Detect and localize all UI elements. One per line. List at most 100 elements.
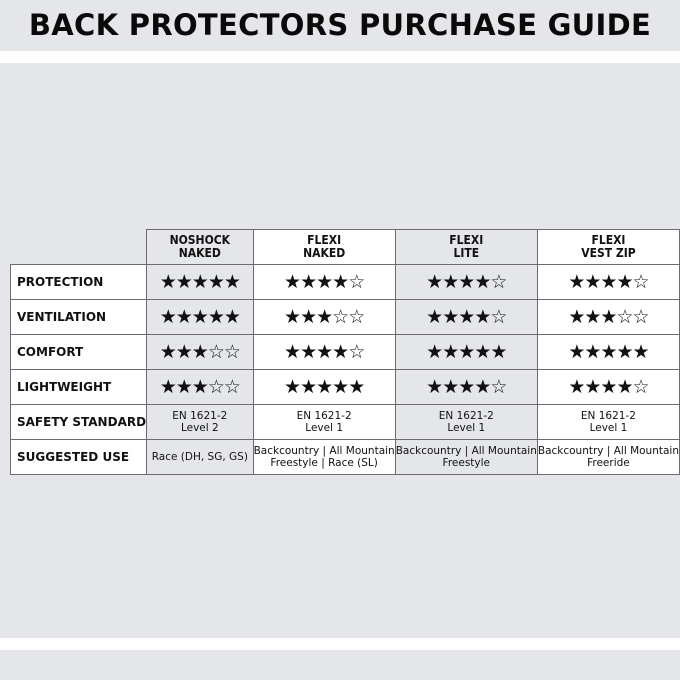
- filled-star-icon: ★: [442, 375, 459, 398]
- filled-star-icon: ★: [426, 340, 443, 363]
- empty-star-icon: ☆: [348, 270, 365, 293]
- filled-star-icon: ★: [442, 340, 459, 363]
- filled-star-icon: ★: [584, 305, 601, 328]
- use-cell: Backcountry | All Mountain Freestyle | Ra…: [252, 439, 396, 475]
- star-rating: ★★★★★: [146, 299, 254, 335]
- use-cell: Race (DH, SG, GS): [146, 439, 254, 475]
- filled-star-icon: ★: [175, 340, 193, 363]
- filled-star-icon: ★: [616, 340, 633, 363]
- filled-star-icon: ★: [584, 340, 601, 363]
- divider: [0, 51, 680, 63]
- comparison-table: NOSHOCK NAKED FLEXI NAKED FLEXI LITE FLEXI V…: [9, 229, 680, 475]
- filled-star-icon: ★: [207, 270, 225, 293]
- row-label: SUGGESTED USE: [9, 439, 148, 475]
- filled-star-icon: ★: [300, 340, 317, 363]
- table-row: SAFETY STANDARD EN 1621-2 Level 2 EN 1621…: [9, 404, 680, 440]
- star-rating: ★★★★☆: [394, 299, 538, 335]
- filled-star-icon: ★: [426, 375, 443, 398]
- star-rating: ★★★☆☆: [252, 299, 396, 335]
- empty-star-icon: ☆: [348, 305, 365, 328]
- filled-star-icon: ★: [191, 375, 209, 398]
- star-rating: ★★★★★: [146, 264, 254, 300]
- empty-star-icon: ☆: [490, 375, 507, 398]
- filled-star-icon: ★: [474, 340, 491, 363]
- corner-cell: [11, 230, 147, 265]
- column-header: NOSHOCK NAKED: [146, 229, 254, 265]
- filled-star-icon: ★: [568, 270, 585, 293]
- empty-star-icon: ☆: [632, 305, 650, 328]
- empty-star-icon: ☆: [632, 270, 650, 293]
- empty-star-icon: ☆: [332, 305, 349, 328]
- filled-star-icon: ★: [159, 305, 177, 328]
- safety-cell: EN 1621-2 Level 2: [146, 404, 254, 440]
- filled-star-icon: ★: [191, 305, 209, 328]
- empty-star-icon: ☆: [223, 340, 241, 363]
- filled-star-icon: ★: [568, 340, 585, 363]
- empty-star-icon: ☆: [207, 340, 225, 363]
- star-rating: ★★★☆☆: [146, 369, 254, 405]
- filled-star-icon: ★: [348, 375, 365, 398]
- filled-star-icon: ★: [159, 270, 177, 293]
- filled-star-icon: ★: [223, 270, 241, 293]
- filled-star-icon: ★: [600, 375, 617, 398]
- filled-star-icon: ★: [191, 340, 209, 363]
- star-rating: ★★★★☆: [536, 264, 680, 300]
- empty-star-icon: ☆: [223, 375, 241, 398]
- filled-star-icon: ★: [316, 270, 333, 293]
- star-rating: ★★★★★: [394, 334, 538, 370]
- table-row: VENTILATION ★★★★★ ★★★☆☆ ★★★★☆ ★★★☆☆: [9, 299, 680, 335]
- filled-star-icon: ★: [616, 270, 633, 293]
- star-rating: ★★★★☆: [252, 264, 396, 300]
- filled-star-icon: ★: [159, 375, 177, 398]
- empty-star-icon: ☆: [490, 270, 507, 293]
- filled-star-icon: ★: [490, 340, 507, 363]
- filled-star-icon: ★: [426, 270, 443, 293]
- use-cell: Backcountry | All Mountain Freestyle: [394, 439, 538, 475]
- filled-star-icon: ★: [284, 375, 301, 398]
- column-header: FLEXI NAKED: [252, 229, 396, 265]
- safety-cell: EN 1621-2 Level 1: [252, 404, 396, 440]
- filled-star-icon: ★: [175, 375, 193, 398]
- divider: [0, 638, 680, 650]
- filled-star-icon: ★: [442, 270, 459, 293]
- filled-star-icon: ★: [300, 270, 317, 293]
- table-row: SUGGESTED USE Race (DH, SG, GS) Backcoun…: [9, 439, 680, 475]
- table-row: COMFORT ★★★☆☆ ★★★★☆ ★★★★★ ★★★★★: [9, 334, 680, 370]
- star-rating: ★★★★☆: [536, 369, 680, 405]
- filled-star-icon: ★: [284, 340, 301, 363]
- filled-star-icon: ★: [300, 375, 317, 398]
- row-label: COMFORT: [9, 334, 148, 370]
- filled-star-icon: ★: [332, 340, 349, 363]
- filled-star-icon: ★: [458, 270, 475, 293]
- star-rating: ★★★☆☆: [536, 299, 680, 335]
- filled-star-icon: ★: [458, 340, 475, 363]
- filled-star-icon: ★: [300, 305, 317, 328]
- table-row: LIGHTWEIGHT ★★★☆☆ ★★★★★ ★★★★☆ ★★★★☆: [9, 369, 680, 405]
- filled-star-icon: ★: [332, 375, 349, 398]
- star-rating: ★★★★☆: [394, 264, 538, 300]
- filled-star-icon: ★: [223, 305, 241, 328]
- filled-star-icon: ★: [474, 270, 491, 293]
- empty-star-icon: ☆: [207, 375, 225, 398]
- filled-star-icon: ★: [584, 375, 601, 398]
- filled-star-icon: ★: [616, 375, 633, 398]
- filled-star-icon: ★: [316, 305, 333, 328]
- filled-star-icon: ★: [284, 270, 301, 293]
- empty-star-icon: ☆: [632, 375, 650, 398]
- filled-star-icon: ★: [600, 340, 617, 363]
- safety-cell: EN 1621-2 Level 1: [536, 404, 680, 440]
- star-rating: ★★★★☆: [252, 334, 396, 370]
- row-label: SAFETY STANDARD: [9, 404, 148, 440]
- page-title: BACK PROTECTORS PURCHASE GUIDE: [28, 8, 652, 42]
- filled-star-icon: ★: [316, 375, 333, 398]
- column-header: FLEXI LITE: [394, 229, 538, 265]
- column-header: FLEXI VEST ZIP: [536, 229, 680, 265]
- filled-star-icon: ★: [458, 375, 475, 398]
- safety-cell: EN 1621-2 Level 1: [394, 404, 538, 440]
- row-label: PROTECTION: [9, 264, 148, 300]
- filled-star-icon: ★: [568, 305, 585, 328]
- use-cell: Backcountry | All Mountain Freeride: [536, 439, 680, 475]
- filled-star-icon: ★: [191, 270, 209, 293]
- empty-star-icon: ☆: [490, 305, 507, 328]
- star-rating: ★★★★★: [536, 334, 680, 370]
